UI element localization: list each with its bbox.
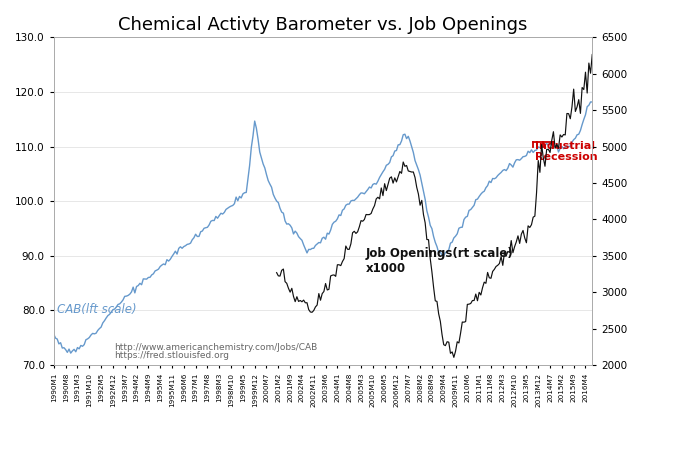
Title: Chemical Activty Barometer vs. Job Openings: Chemical Activty Barometer vs. Job Openi…: [118, 16, 528, 35]
Text: CAB(lft scale): CAB(lft scale): [57, 303, 137, 316]
Text: Industrial
Recession: Industrial Recession: [535, 141, 598, 162]
Text: https://fred.stlouisfed.org: https://fred.stlouisfed.org: [114, 351, 229, 360]
Text: http://www.americanchemistry.com/Jobs/CAB: http://www.americanchemistry.com/Jobs/CA…: [114, 343, 318, 352]
Text: Job Openings(rt scale)
x1000: Job Openings(rt scale) x1000: [366, 247, 513, 275]
